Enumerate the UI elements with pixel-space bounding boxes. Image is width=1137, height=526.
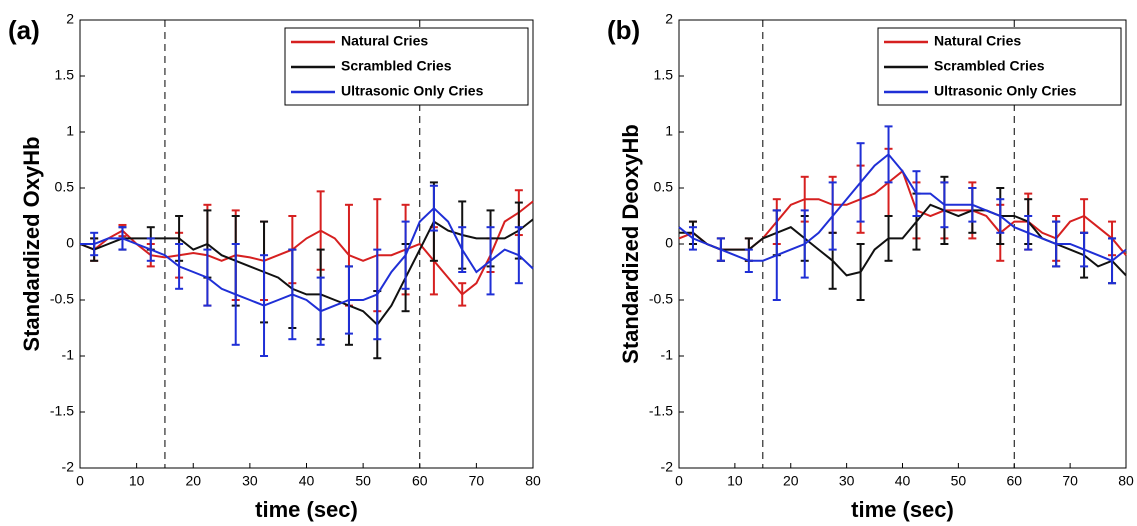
series-line: [678, 153, 1127, 262]
error-bar: [458, 226, 467, 273]
legend-label: Scrambled Cries: [341, 58, 452, 74]
y-tick-label: 0.5: [55, 179, 75, 195]
error-bar: [118, 226, 127, 251]
x-tick-label: 70: [1062, 473, 1078, 489]
error-bar: [772, 209, 781, 301]
y-tick-label: -2: [62, 459, 75, 475]
x-tick-label: 70: [469, 473, 485, 489]
y-tick-label: 0: [665, 235, 673, 251]
y-tick-label: 2: [66, 11, 74, 27]
legend-label: Natural Cries: [934, 33, 1021, 49]
y-tick-label: 0.5: [654, 179, 674, 195]
legend-label: Natural Cries: [341, 33, 428, 49]
error-bar: [1080, 231, 1089, 268]
error-bar: [429, 184, 438, 232]
y-tick-label: -0.5: [50, 291, 74, 307]
x-tick-label: 40: [895, 473, 911, 489]
error-bar: [458, 282, 467, 307]
y-tick-label: -1.5: [649, 403, 673, 419]
error-bar: [1024, 215, 1033, 251]
legend-label: Scrambled Cries: [934, 58, 1045, 74]
y-tick-label: -1: [661, 347, 674, 363]
y-tick-label: -0.5: [649, 291, 673, 307]
y-tick-label: -1: [62, 347, 75, 363]
error-bar: [940, 181, 949, 229]
error-bar: [744, 248, 753, 273]
x-tick-label: 50: [951, 473, 967, 489]
x-tick-label: 50: [355, 473, 371, 489]
x-tick-label: 10: [129, 473, 145, 489]
x-tick-label: 60: [1006, 473, 1022, 489]
y-tick-label: 1.5: [55, 67, 75, 83]
x-axis-label: time (sec): [851, 497, 954, 522]
error-bar: [828, 181, 837, 251]
y-tick-label: 1.5: [654, 67, 674, 83]
x-tick-label: 0: [675, 473, 683, 489]
x-axis-label: time (sec): [255, 497, 358, 522]
panel-label: (b): [607, 15, 640, 45]
error-bar: [1108, 237, 1117, 285]
x-tick-label: 60: [412, 473, 428, 489]
error-bar: [688, 226, 697, 251]
x-tick-label: 20: [783, 473, 799, 489]
error-bar: [373, 248, 382, 341]
y-tick-label: -1.5: [50, 403, 74, 419]
error-bar: [260, 254, 269, 357]
y-tick-label: 1: [66, 123, 74, 139]
series-line: [79, 200, 534, 296]
legend-label: Ultrasonic Only Cries: [341, 83, 484, 99]
error-bar: [288, 248, 297, 341]
error-bar: [716, 237, 725, 262]
error-bar: [146, 237, 155, 262]
y-tick-label: 1: [665, 123, 673, 139]
error-bar: [856, 243, 865, 301]
x-tick-label: 40: [299, 473, 315, 489]
error-bar: [231, 243, 240, 346]
error-bar: [401, 220, 410, 290]
error-bar: [514, 226, 523, 285]
error-bar: [884, 215, 893, 262]
error-bar: [203, 248, 212, 307]
error-bar: [344, 265, 353, 335]
x-tick-label: 80: [525, 473, 541, 489]
error-bar: [1052, 220, 1061, 268]
x-tick-label: 30: [839, 473, 855, 489]
error-bar: [912, 170, 921, 217]
error-bar: [800, 209, 809, 279]
error-bar: [856, 142, 865, 223]
x-tick-label: 80: [1118, 473, 1134, 489]
error-bar: [486, 226, 495, 296]
error-bar: [884, 125, 893, 184]
error-bar: [90, 231, 99, 257]
legend-label: Ultrasonic Only Cries: [934, 83, 1077, 99]
x-tick-label: 30: [242, 473, 258, 489]
error-bar: [175, 243, 184, 290]
panel-label: (a): [8, 15, 40, 45]
y-tick-label: -2: [661, 459, 674, 475]
x-tick-label: 10: [727, 473, 743, 489]
y-axis-label: Standardized DeoxyHb: [618, 124, 643, 364]
x-tick-label: 20: [185, 473, 201, 489]
error-bar: [968, 187, 977, 223]
error-bar: [996, 198, 1005, 234]
series-line: [79, 218, 534, 327]
y-axis-label: Standardized OxyHb: [19, 136, 44, 351]
y-tick-label: 2: [665, 11, 673, 27]
y-tick-label: 0: [66, 235, 74, 251]
x-tick-label: 0: [76, 473, 84, 489]
series-line: [80, 206, 534, 313]
error-bar: [316, 276, 325, 346]
